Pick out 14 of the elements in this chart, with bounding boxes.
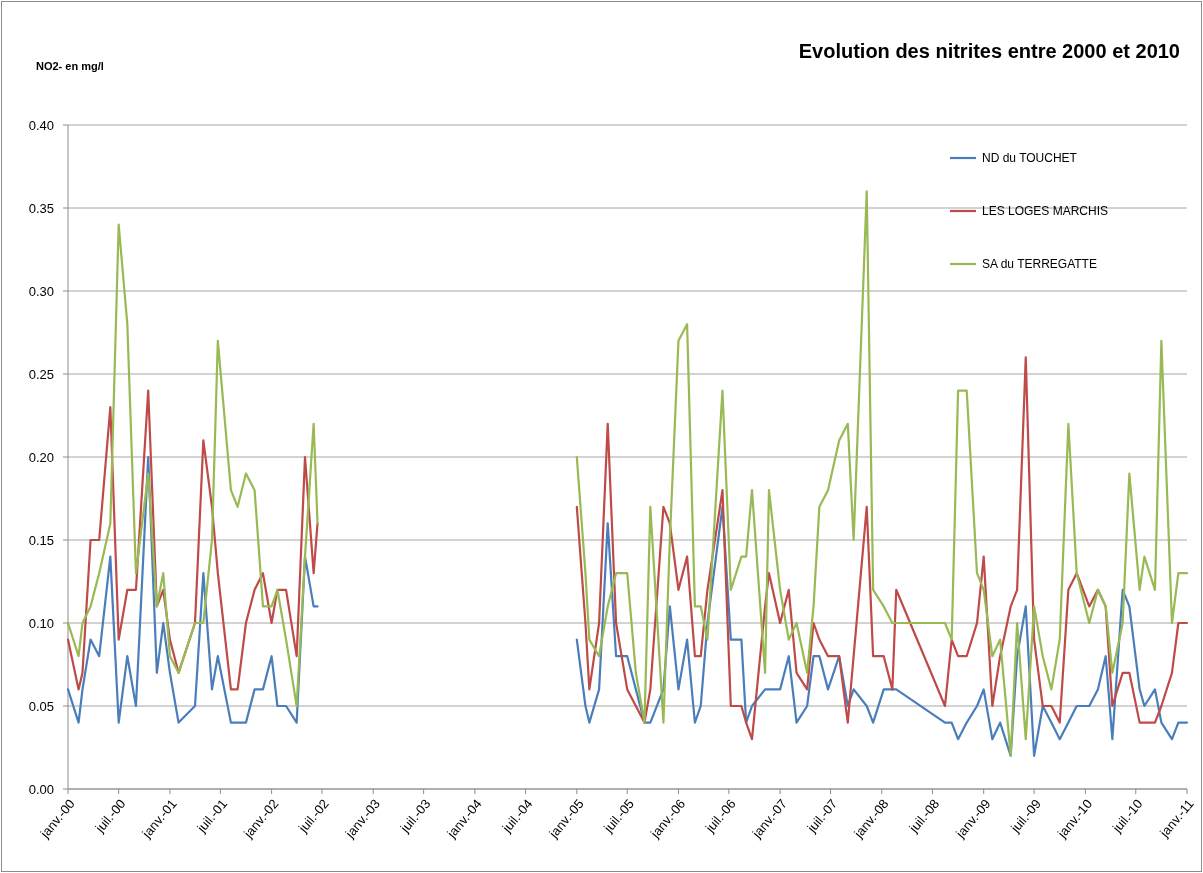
y-tick-label: 0.25 <box>28 366 54 382</box>
y-tick-label: 0.40 <box>28 117 54 133</box>
y-tick-label: 0.15 <box>28 532 54 548</box>
y-tick-label: 0.10 <box>28 615 54 631</box>
y-tick-label: 0.35 <box>28 200 54 216</box>
y-axis-title: NO2- en mg/l <box>36 60 104 72</box>
y-tick-label: 0.30 <box>28 283 54 299</box>
legend-label: SA du TERREGATTE <box>982 257 1097 272</box>
legend-label: LES LOGES MARCHIS <box>982 204 1109 219</box>
y-tick-label: 0.20 <box>28 449 54 465</box>
chart-title: Evolution des nitrites entre 2000 et 2010 <box>798 40 1180 62</box>
y-tick-label: 0.05 <box>28 698 54 714</box>
legend-label: ND du TOUCHET <box>982 151 1078 166</box>
y-tick-label: 0.00 <box>28 781 54 797</box>
